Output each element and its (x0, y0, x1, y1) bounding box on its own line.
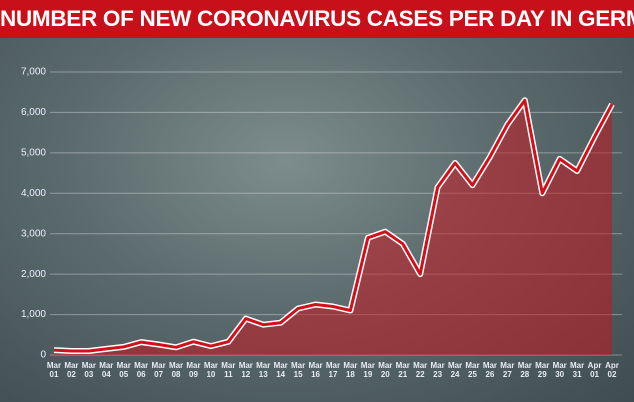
x-tick-label: Mar 27 (500, 361, 515, 379)
x-tick-label: Mar 22 (413, 361, 428, 379)
x-tick-label: Mar 24 (447, 361, 463, 379)
x-tick-label: Mar 30 (552, 361, 567, 379)
line (53, 98, 614, 353)
x-tick-label: Mar 26 (482, 361, 498, 379)
chart-title: NUMBER OF NEW CORONAVIRUS CASES PER DAY … (0, 0, 634, 38)
x-tick-label: Mar 17 (325, 361, 341, 379)
y-tick-label: 2,000 (21, 269, 46, 280)
y-tick-label: 6,000 (21, 107, 46, 118)
x-tick-label: Mar 29 (535, 361, 550, 379)
x-tick-label: Mar 05 (116, 361, 131, 379)
x-tick-label: Apr 01 (587, 361, 602, 379)
x-tick-label: Mar 08 (168, 361, 184, 379)
x-tick-label: Mar 25 (465, 361, 480, 379)
x-tick-label: Mar 06 (134, 361, 149, 379)
area (54, 100, 612, 355)
x-tick-label: Mar 21 (395, 361, 410, 379)
y-tick-label: 1,000 (21, 309, 46, 320)
x-tick-label: Mar 28 (517, 361, 532, 379)
x-tick-label: Mar 11 (221, 361, 236, 379)
y-tick-label: 3,000 (21, 228, 46, 239)
x-tick-label: Mar 01 (46, 361, 62, 379)
x-tick-label: Mar 10 (203, 361, 219, 379)
x-tick-label: Mar 14 (273, 361, 288, 379)
x-tick-label: Mar 15 (291, 361, 306, 379)
y-tick-label: 4,000 (21, 188, 46, 199)
x-tick-label: Mar 12 (238, 361, 253, 379)
x-tick-label: Mar 20 (378, 361, 393, 379)
y-tick-label: 5,000 (21, 147, 46, 158)
x-tick-label: Mar 31 (570, 361, 585, 379)
x-tick-label: Mar 18 (343, 361, 358, 379)
x-tick-label: Mar 02 (64, 361, 79, 379)
x-tick-label: Mar 09 (186, 361, 201, 379)
x-tick-label: Mar 03 (81, 361, 96, 379)
x-tick-label: Mar 04 (99, 361, 114, 379)
x-tick-label: Mar 13 (256, 361, 271, 379)
x-tick-label: Mar 07 (151, 361, 166, 379)
y-tick-label: 7,000 (21, 67, 46, 78)
x-tick-label: Apr 02 (605, 361, 619, 379)
x-tick-label: Mar 23 (430, 361, 445, 379)
y-tick-label: 0 (40, 350, 46, 361)
x-tick-label: Mar 16 (308, 361, 323, 379)
x-tick-label: Mar 19 (360, 361, 375, 379)
